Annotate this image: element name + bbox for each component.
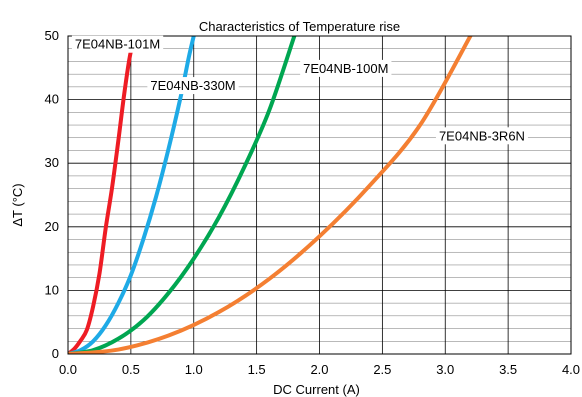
series-label-background: [147, 77, 239, 95]
series-label-7e04nb-100m: 7E04NB-100M: [300, 59, 392, 77]
series-line-7e04nb-101m: [68, 36, 140, 354]
y-tick-label: 30: [45, 155, 59, 170]
x-tick-label: 3.0: [436, 362, 454, 377]
series-label-text: 7E04NB-330M: [150, 78, 235, 93]
plot-frame: [67, 35, 572, 355]
axis-ticks: 0.0 0.5 1.0 1.5 2.0 2.5 3.0 3.5 4.0 0 10 20 30 40 50: [45, 28, 581, 377]
series-label-7e04nb-3r6n: 7E04NB-3R6N: [435, 127, 528, 145]
series-lines: [68, 36, 473, 354]
y-tick-label: 50: [45, 28, 59, 43]
y-tick-label: 40: [45, 92, 59, 107]
chart-grid: [67, 35, 572, 355]
series-labels: 7E04NB-101M 7E04NB-330M 7E04NB-100M 7E04NB-…: [71, 35, 528, 145]
x-tick-label: 1.5: [248, 362, 266, 377]
y-tick-label: 20: [45, 219, 59, 234]
series-label-text: 7E04NB-101M: [75, 37, 160, 52]
series-label-text: 7E04NB-3R6N: [439, 128, 525, 143]
y-tick-label: 0: [52, 346, 59, 361]
series-line-7e04nb-3r6n: [68, 36, 473, 354]
series-label-background: [435, 127, 528, 145]
x-tick-label: 4.0: [562, 362, 580, 377]
series-label-7e04nb-330m: 7E04NB-330M: [147, 77, 239, 95]
chart-title: Characteristics of Temperature rise: [199, 19, 400, 34]
x-tick-label: 0.0: [59, 362, 77, 377]
x-tick-label: 0.5: [122, 362, 140, 377]
series-label-background: [71, 35, 164, 53]
series-label-7e04nb-101m: 7E04NB-101M: [71, 35, 164, 53]
y-axis-title: ΔT (°C): [10, 183, 25, 226]
series-label-background: [300, 59, 392, 77]
x-tick-label: 2.5: [373, 362, 391, 377]
series-line-7e04nb-100m: [68, 36, 297, 354]
x-tick-label: 2.0: [310, 362, 328, 377]
x-tick-label: 3.5: [499, 362, 517, 377]
y-tick-label: 10: [45, 282, 59, 297]
series-label-text: 7E04NB-100M: [303, 61, 388, 76]
x-tick-label: 1.0: [185, 362, 203, 377]
x-axis-title: DC Current (A): [273, 382, 360, 397]
